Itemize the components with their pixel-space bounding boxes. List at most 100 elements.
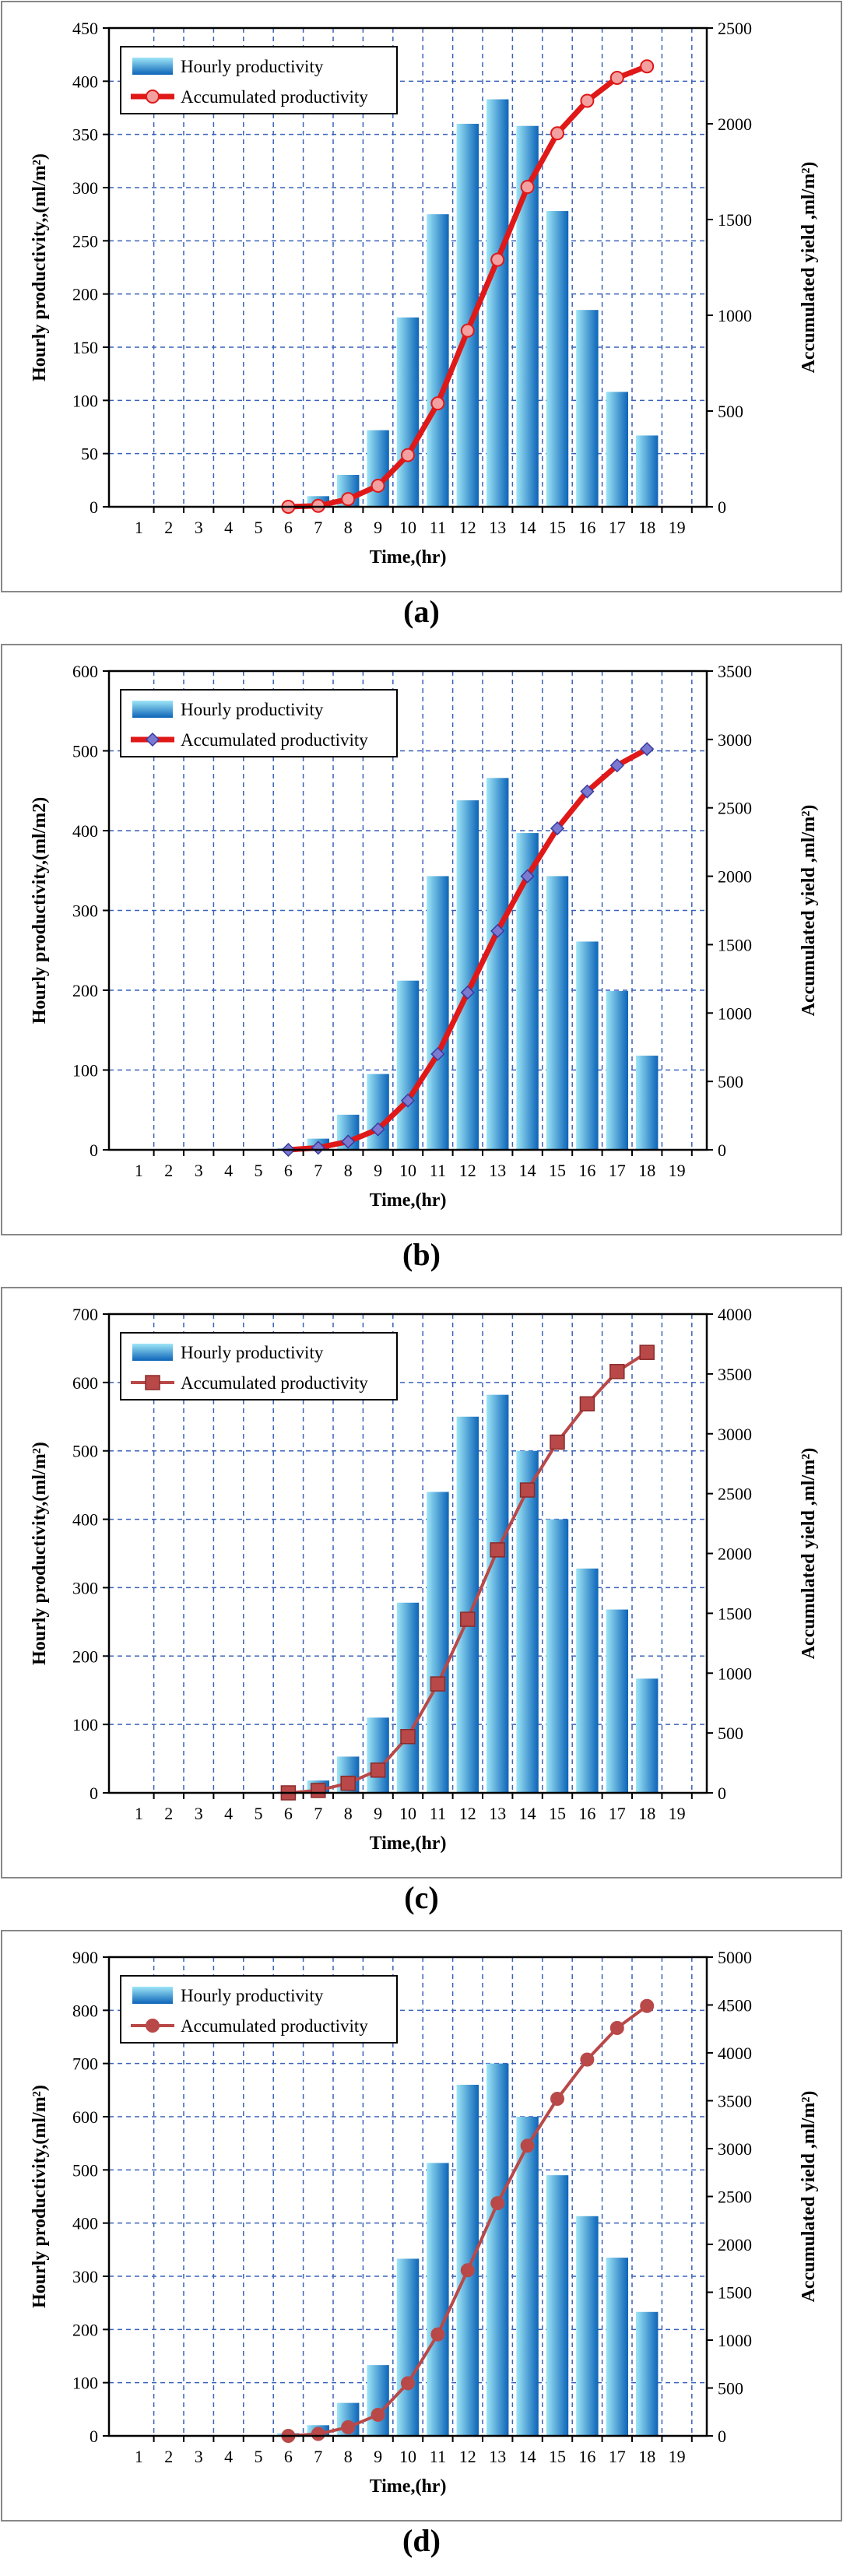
x-tick-label: 9: [374, 2447, 382, 2466]
y2-tick-label: 500: [718, 1724, 743, 1743]
y-axis-left: 0 50 100 150 200 250 300 350 400 450: [72, 19, 109, 517]
y-tick-label: 0: [90, 1140, 98, 1160]
accumulated-markers: [281, 1998, 655, 2443]
accumulated-point: [401, 448, 415, 462]
x-tick-label: 6: [284, 518, 293, 537]
x-tick-label: 15: [549, 1804, 566, 1823]
bar: [606, 991, 629, 1150]
x-tick-label: 12: [459, 2447, 476, 2466]
accumulated-point: [400, 1728, 416, 1745]
x-tick-label: 8: [344, 1161, 353, 1180]
y2-tick-label: 4000: [718, 2044, 752, 2063]
y2-tick-label: 2500: [718, 1485, 752, 1504]
y-tick-label: 600: [72, 1373, 98, 1393]
bar: [396, 1602, 420, 1793]
x-tick-label: 3: [195, 518, 203, 537]
x-tick-label: 16: [578, 1804, 595, 1823]
legend-marker: [146, 2019, 160, 2033]
x-tick-label: 11: [430, 518, 446, 537]
y-tick-label: 800: [72, 2001, 98, 2020]
accumulated-point: [580, 2052, 595, 2067]
x-tick-label: 1: [135, 518, 143, 537]
bar: [367, 430, 389, 507]
x-tick-label: 12: [459, 518, 476, 537]
y-tick-label: 400: [72, 821, 98, 841]
accumulated-point: [580, 93, 595, 108]
x-tick-label: 18: [638, 1804, 655, 1823]
x-tick-label: 15: [549, 2447, 566, 2466]
y2-tick-label: 3000: [718, 730, 752, 750]
bar: [396, 2258, 420, 2436]
y2-tick-label: 2500: [718, 19, 752, 38]
accumulated-point: [490, 252, 505, 267]
accumulated-point: [519, 1482, 536, 1498]
y-axis-left: 0 100 200 300 400 500 600 700: [72, 1305, 109, 1803]
accumulated-point: [371, 478, 385, 493]
x-axis-label: Time,(hr): [370, 2476, 447, 2497]
accumulated-point: [311, 1783, 326, 1798]
legend: Hourly productivity Accumulated productiv…: [120, 1975, 398, 2044]
accumulated-point: [609, 1364, 625, 1379]
accumulated-point: [490, 1542, 505, 1558]
y-tick-label: 250: [72, 231, 98, 251]
x-tick-label: 17: [609, 2447, 626, 2466]
y2-tick-label: 4000: [718, 1305, 752, 1324]
accumulated-markers: [281, 59, 655, 514]
x-tick-label: 16: [578, 518, 595, 537]
accumulated-point: [370, 1762, 386, 1778]
x-tick-label: 5: [255, 2447, 263, 2466]
accumulated-point: [460, 985, 475, 1000]
y-axis-label: Hourly productivity,(ml/m2): [30, 797, 50, 1024]
x-tick-label: 6: [284, 2447, 293, 2466]
y2-tick-label: 2000: [718, 114, 752, 134]
x-tick-label: 14: [519, 1161, 536, 1180]
y2-tick-label: 0: [718, 1140, 726, 1160]
x-axis-label: Time,(hr): [370, 547, 447, 568]
bar: [486, 99, 509, 508]
x-tick-label: 14: [519, 518, 536, 537]
legend-marker: [146, 90, 160, 104]
y-tick-label: 150: [72, 338, 98, 357]
accumulated-point: [311, 1140, 325, 1155]
x-tick-label: 17: [609, 1804, 626, 1823]
y2-axis-label: Accumulated yield ,ml/m²): [799, 162, 819, 374]
x-tick-label: 17: [609, 1161, 626, 1180]
x-tick-label: 2: [164, 2447, 173, 2466]
y2-tick-label: 2000: [718, 1545, 752, 1564]
y2-tick-label: 5000: [718, 1948, 752, 1967]
accumulated-point: [341, 492, 356, 507]
hourly-bars: [277, 2063, 659, 2436]
x-tick-label: 1: [135, 2447, 143, 2466]
y-axis-left: 0 100 200 300 400 500 600 700 800 900: [72, 1948, 109, 2446]
y2-tick-label: 3500: [718, 662, 752, 681]
accumulated-point: [520, 180, 535, 195]
legend-bar-swatch: [132, 1987, 173, 2004]
accumulated-point: [460, 323, 475, 338]
accumulated-point: [609, 2021, 624, 2036]
bar: [606, 2258, 629, 2436]
bar: [576, 941, 599, 1150]
y-axis-label: Hourly productivity,(ml/m²): [30, 2085, 50, 2308]
chart-panel-d: 0 100 200 300 400 500 600 700 800 900 0 500 1000 1500…: [0, 1929, 843, 2522]
y-tick-label: 400: [72, 1510, 98, 1530]
accumulated-point: [609, 758, 624, 773]
y-tick-label: 100: [72, 1715, 98, 1734]
bar: [367, 2365, 389, 2436]
legend: Hourly productivity Accumulated productiv…: [120, 1332, 398, 1400]
x-tick-label: 19: [669, 1804, 686, 1823]
bar: [546, 211, 569, 507]
bar: [606, 1609, 629, 1793]
bar: [635, 435, 659, 507]
bar: [486, 1394, 509, 1793]
x-tick-label: 9: [374, 518, 382, 537]
y-tick-label: 100: [72, 1061, 98, 1081]
legend-marker: [145, 1375, 160, 1390]
bar: [396, 317, 420, 507]
x-tick-label: 12: [459, 1161, 476, 1180]
x-tick-label: 5: [255, 1804, 263, 1823]
x-tick-label: 11: [430, 2447, 446, 2466]
y-tick-label: 200: [72, 981, 98, 1000]
x-tick-label: 9: [374, 1804, 382, 1823]
x-tick-label: 1: [135, 1161, 143, 1180]
y2-tick-label: 1500: [718, 1604, 752, 1623]
